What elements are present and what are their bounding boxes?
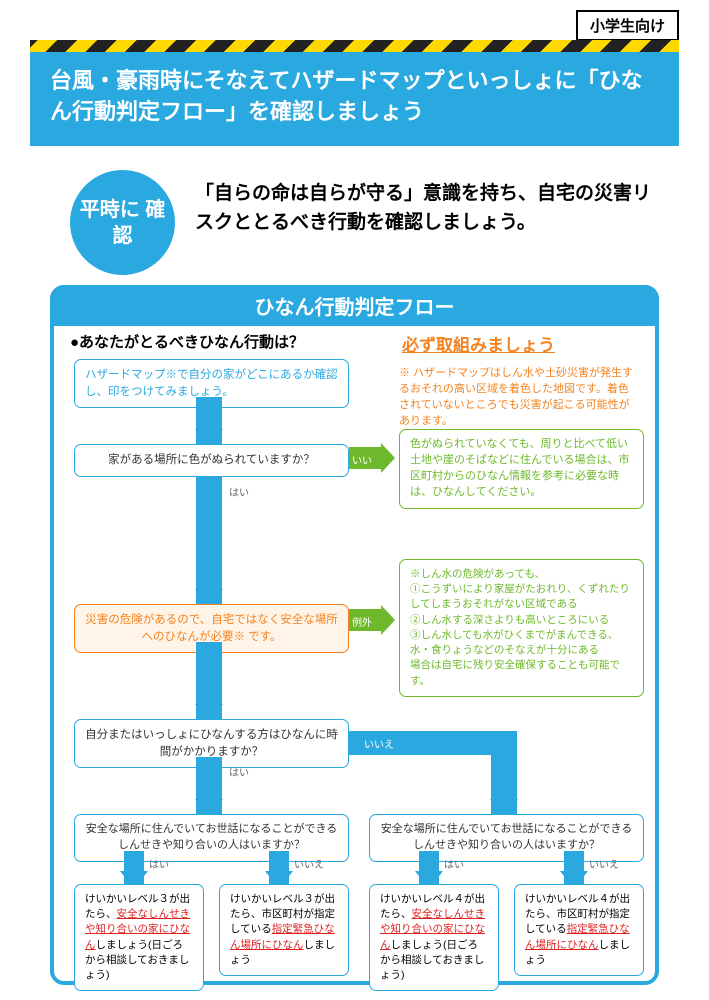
outcome-level3-shelter: けいかいレベル３が出たら、市区町村が指定している指定緊急ひなん場所にひなんしまし… xyxy=(219,884,349,976)
title-banner: 台風・豪雨時にそなえてハザードマップといっしょに「ひなん行動判定フロー」を確認し… xyxy=(30,52,679,146)
outcome-level4-relatives: けいかいレベル４が出たら、安全なしんせきや知り合いの家にひなんしましょう(日ごろ… xyxy=(369,884,499,991)
note-hazard-map: ※ ハザードマップはしん水や土砂災害が発生するおそれの高い区域を着色した地図です… xyxy=(389,359,644,437)
yes-label: はい xyxy=(229,764,249,779)
no-label: いいえ xyxy=(589,856,619,871)
section-title: ひなん行動判定フロー xyxy=(50,285,659,326)
step-relatives-left: 安全な場所に住んでいてお世話になることができるしんせきや知り合いの人はいますか？ xyxy=(74,814,349,862)
step-colored: 家がある場所に色がぬられていますか？ xyxy=(74,444,349,477)
no-label: いいえ xyxy=(294,856,324,871)
audience-tag: 小学生向け xyxy=(576,10,679,41)
no-label: いいえ xyxy=(364,736,394,751)
headline: 「自らの命は自らが守る」意識を持ち、自宅の災害リスクととるべき行動を確認しましょ… xyxy=(195,180,669,237)
question-heading: ●あなたがとるべきひなん行動は？ xyxy=(70,331,304,352)
arrow-no-green: いいえ xyxy=(349,447,381,469)
arrow-down xyxy=(196,477,222,604)
yes-label: はい xyxy=(149,856,169,871)
arrow-exception: 例外 xyxy=(349,609,381,631)
outcome-level3-relatives: けいかいレベル３が出たら、安全なしんせきや知り合いの家にひなんしましょう(日ごろ… xyxy=(74,884,204,991)
yes-label: はい xyxy=(229,484,249,499)
flowchart-section: ひなん行動判定フロー ●あなたがとるべきひなん行動は？ 必ず取組みましょう ハザ… xyxy=(50,285,659,985)
timing-circle: 平時に 確認 xyxy=(70,170,175,275)
outcome-level4-shelter: けいかいレベル４が出たら、市区町村が指定している指定緊急ひなん場所にひなんしまし… xyxy=(514,884,644,976)
caution-stripe xyxy=(30,40,679,52)
step-relatives-right: 安全な場所に住んでいてお世話になることができるしんせきや知り合いの人はいますか？ xyxy=(369,814,644,862)
note-exception: ※しん水の危険があっても、 ①こうずいにより家屋がたおれり、くずれたりしてしまう… xyxy=(399,559,644,697)
note-low-land: 色がぬられていなくても、周りと比べて低い土地や崖のそばなどに住んでいる場合は、市… xyxy=(399,429,644,509)
yes-label: はい xyxy=(444,856,464,871)
must-do-label: 必ず取組みましょう xyxy=(402,331,555,356)
